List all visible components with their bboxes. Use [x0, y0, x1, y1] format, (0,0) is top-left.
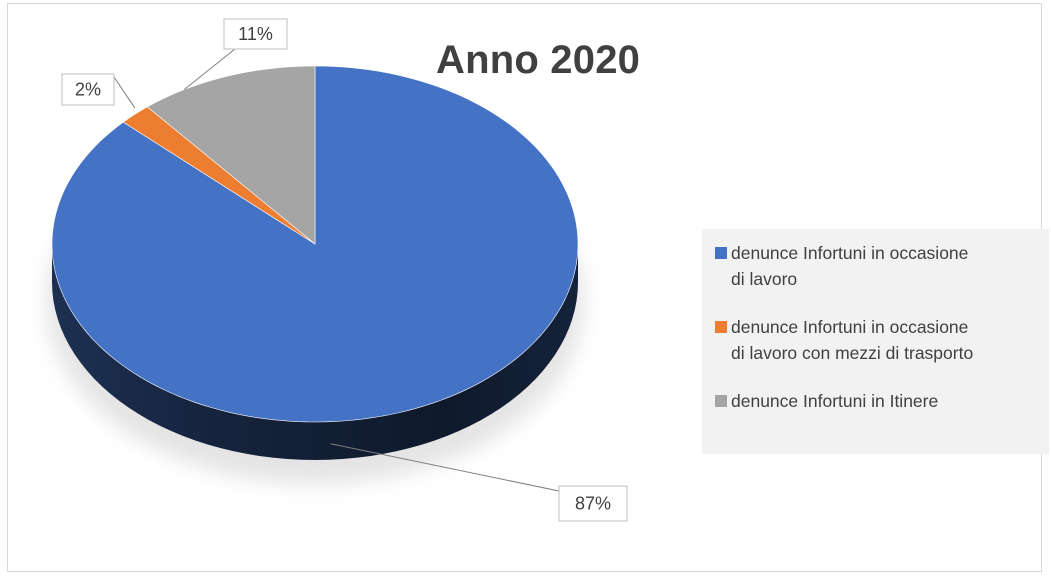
data-label-text: 2%	[75, 80, 101, 100]
data-label-text: 87%	[575, 494, 611, 514]
leader-line	[330, 443, 560, 492]
legend-label-trasporto: denunce Infortuni in occasione di lavoro…	[731, 317, 974, 363]
legend: denunce Infortuni in occasione di lavoro…	[702, 229, 1049, 454]
pie-plot: 87% 2% 11%	[46, 18, 628, 522]
pie-side-wall	[52, 244, 578, 460]
legend-swatch-itinere	[715, 395, 727, 407]
legend-label-itinere: denunce Infortuni in Itinere	[731, 391, 939, 411]
legend-label-lavoro: denunce Infortuni in occasione di lavoro	[731, 243, 969, 289]
leader-line	[183, 48, 236, 90]
legend-item-itinere: denunce Infortuni in Itinere	[715, 388, 938, 414]
data-label-text: 11%	[238, 24, 273, 44]
data-label-box	[223, 18, 288, 50]
pie-slice-itinere	[147, 65, 316, 245]
chart-title: Anno 2020	[436, 38, 641, 82]
legend-item-trasporto: denunce Infortuni in occasione di lavoro…	[715, 314, 973, 366]
data-label-box	[558, 485, 628, 522]
legend-item-lavoro: denunce Infortuni in occasione di lavoro	[715, 240, 968, 292]
legend-swatch-lavoro	[715, 247, 727, 259]
legend-swatch-trasporto	[715, 321, 727, 333]
data-label-trasporto: 2%	[61, 73, 136, 109]
chart-area: Anno 2020 87% 2% 11% denunce Infortuni in …	[7, 3, 1049, 572]
data-label-lavoro: 87%	[330, 443, 628, 522]
data-label-box	[61, 73, 115, 106]
leader-line	[113, 76, 136, 109]
data-label-itinere: 11%	[183, 18, 288, 90]
